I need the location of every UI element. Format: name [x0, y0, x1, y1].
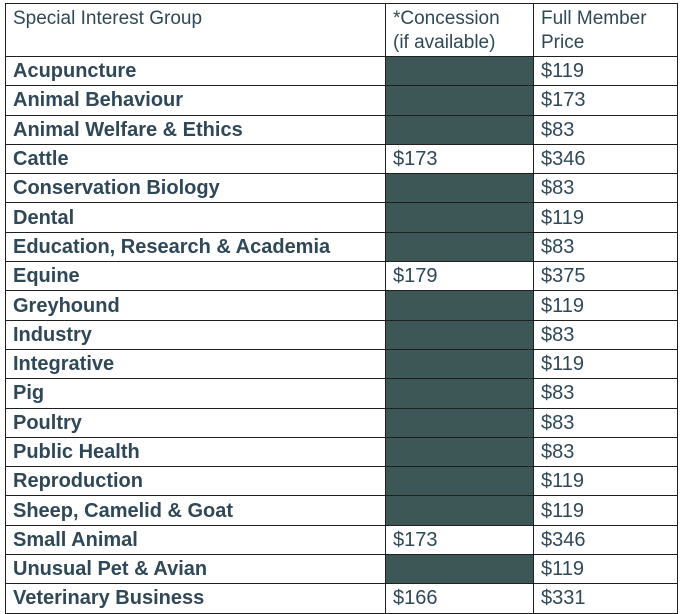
header-concession-line1: *Concession [393, 8, 500, 29]
table-row: Animal Behaviour $173 [5, 85, 678, 116]
header-full-price: Full Member Price [533, 3, 678, 57]
header-concession-line2: (if available) [393, 32, 496, 53]
concession-unavailable-cell [385, 554, 534, 585]
concession-price-cell: $179 [385, 261, 534, 292]
table-row: Cattle $173 $346 [5, 143, 678, 175]
table-row: Unusual Pet & Avian $119 [5, 554, 678, 585]
table-body: Acupuncture $119 Animal Behaviour $173 Anima… [5, 55, 678, 614]
full-member-price-cell: $119 [533, 466, 678, 497]
concession-unavailable-cell [385, 466, 534, 497]
group-name-cell: Industry [5, 319, 386, 350]
full-member-price-cell: $83 [533, 114, 678, 145]
sig-price-table: Special Interest Group *Concession (if a… [5, 3, 678, 614]
table-row: Animal Welfare & Ethics $83 [5, 114, 678, 145]
group-name-cell: Acupuncture [5, 55, 386, 87]
table-row: Conservation Biology $83 [5, 173, 678, 204]
table-row: Education, Research & Academia $83 [5, 231, 678, 263]
header-full-line1: Full Member [541, 8, 647, 29]
concession-unavailable-cell [385, 114, 534, 145]
concession-unavailable-cell [385, 407, 534, 438]
full-member-price-cell: $346 [533, 524, 678, 556]
full-member-price-cell: $119 [533, 202, 678, 233]
concession-price-cell: $173 [385, 524, 534, 556]
concession-unavailable-cell [385, 55, 534, 87]
group-name-cell: Small Animal [5, 524, 386, 556]
full-member-price-cell: $331 [533, 583, 678, 614]
group-name-cell: Greyhound [5, 290, 386, 321]
full-member-price-cell: $83 [533, 319, 678, 350]
full-member-price-cell: $119 [533, 55, 678, 87]
table-row: Equine $179 $375 [5, 261, 678, 292]
table-header-row: Special Interest Group *Concession (if a… [5, 3, 678, 57]
concession-unavailable-cell [385, 290, 534, 321]
concession-price-cell: $173 [385, 143, 534, 175]
group-name-cell: Conservation Biology [5, 173, 386, 204]
concession-price-cell: $166 [385, 583, 534, 614]
group-name-cell: Reproduction [5, 466, 386, 497]
header-concession: *Concession (if available) [385, 3, 534, 57]
table-row: Poultry $83 [5, 407, 678, 438]
table-row: Reproduction $119 [5, 466, 678, 497]
group-name-cell: Pig [5, 378, 386, 409]
full-member-price-cell: $83 [533, 436, 678, 468]
group-name-cell: Animal Welfare & Ethics [5, 114, 386, 145]
table-row: Veterinary Business $166 $331 [5, 583, 678, 614]
group-name-cell: Poultry [5, 407, 386, 438]
full-member-price-cell: $346 [533, 143, 678, 175]
table-row: Dental $119 [5, 202, 678, 233]
group-name-cell: Education, Research & Academia [5, 231, 386, 263]
full-member-price-cell: $119 [533, 348, 678, 380]
group-name-cell: Sheep, Camelid & Goat [5, 495, 386, 526]
header-group: Special Interest Group [5, 3, 386, 57]
concession-unavailable-cell [385, 348, 534, 380]
table-row: Acupuncture $119 [5, 55, 678, 87]
concession-unavailable-cell [385, 231, 534, 263]
table-row: Small Animal $173 $346 [5, 524, 678, 556]
concession-unavailable-cell [385, 173, 534, 204]
group-name-cell: Cattle [5, 143, 386, 175]
concession-unavailable-cell [385, 319, 534, 350]
full-member-price-cell: $83 [533, 407, 678, 438]
concession-unavailable-cell [385, 202, 534, 233]
table-row: Integrative $119 [5, 348, 678, 380]
group-name-cell: Veterinary Business [5, 583, 386, 614]
group-name-cell: Unusual Pet & Avian [5, 554, 386, 585]
full-member-price-cell: $119 [533, 290, 678, 321]
concession-unavailable-cell [385, 495, 534, 526]
group-name-cell: Integrative [5, 348, 386, 380]
full-member-price-cell: $119 [533, 554, 678, 585]
concession-unavailable-cell [385, 436, 534, 468]
full-member-price-cell: $173 [533, 85, 678, 116]
table-row: Greyhound $119 [5, 290, 678, 321]
group-name-cell: Equine [5, 261, 386, 292]
full-member-price-cell: $375 [533, 261, 678, 292]
table-row: Industry $83 [5, 319, 678, 350]
full-member-price-cell: $83 [533, 231, 678, 263]
table-row: Pig $83 [5, 378, 678, 409]
concession-unavailable-cell [385, 85, 534, 116]
table-row: Sheep, Camelid & Goat $119 [5, 495, 678, 526]
group-name-cell: Animal Behaviour [5, 85, 386, 116]
full-member-price-cell: $119 [533, 495, 678, 526]
table-row: Public Health $83 [5, 436, 678, 468]
header-group-label: Special Interest Group [13, 8, 203, 29]
header-full-line2: Price [541, 32, 585, 53]
full-member-price-cell: $83 [533, 378, 678, 409]
group-name-cell: Public Health [5, 436, 386, 468]
concession-unavailable-cell [385, 378, 534, 409]
group-name-cell: Dental [5, 202, 386, 233]
full-member-price-cell: $83 [533, 173, 678, 204]
